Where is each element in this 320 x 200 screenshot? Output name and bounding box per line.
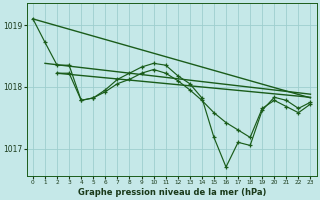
X-axis label: Graphe pression niveau de la mer (hPa): Graphe pression niveau de la mer (hPa) [77, 188, 266, 197]
